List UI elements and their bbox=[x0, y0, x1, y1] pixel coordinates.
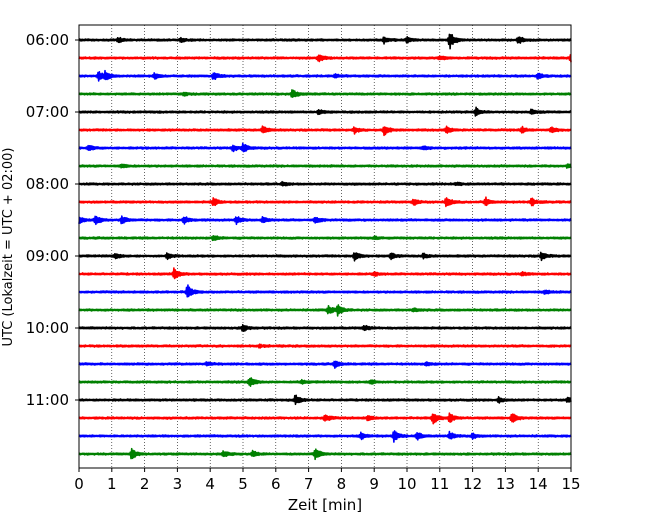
seismogram-trace bbox=[78, 142, 572, 153]
vertical-grid bbox=[111, 25, 539, 468]
y-axis-ticks: 06:00 07:00 08:00 09:00 10:00 11:00 bbox=[26, 31, 79, 409]
x-axis-label: Zeit [min] bbox=[288, 496, 362, 514]
seismogram-trace bbox=[78, 304, 572, 317]
seismogram-trace bbox=[78, 196, 572, 208]
y-tick-label: 06:00 bbox=[26, 31, 69, 49]
seismogram-trace bbox=[78, 377, 572, 387]
x-tick-label: 1 bbox=[107, 475, 117, 493]
seismogram-trace bbox=[78, 343, 572, 349]
y-tick-label: 07:00 bbox=[26, 103, 69, 121]
seismogram-traces bbox=[78, 33, 572, 461]
seismogram-trace bbox=[78, 89, 572, 98]
y-axis-label: UTC (Lokalzeit = UTC + 02:00) bbox=[1, 148, 16, 347]
plot-frame bbox=[78, 24, 572, 469]
y-tick-label: 11:00 bbox=[26, 391, 69, 409]
seismogram-trace bbox=[78, 412, 572, 425]
x-tick-label: 9 bbox=[369, 475, 379, 493]
seismogram-trace bbox=[78, 235, 572, 242]
seismogram-trace bbox=[78, 324, 572, 332]
x-tick-label: 4 bbox=[205, 475, 215, 493]
seismogram-trace bbox=[78, 215, 572, 226]
seismogram-trace bbox=[78, 251, 572, 262]
seismogram-trace bbox=[78, 430, 572, 443]
x-tick-label: 6 bbox=[271, 475, 281, 493]
x-axis-ticks: 0 1 2 3 4 5 6 7 8 9 10 11 12 13 14 15 bbox=[74, 468, 581, 493]
x-tick-label: 15 bbox=[561, 475, 580, 493]
seismogram-trace bbox=[78, 394, 572, 406]
x-tick-label: 3 bbox=[173, 475, 183, 493]
x-tick-label: 10 bbox=[397, 475, 416, 493]
seismogram-trace bbox=[78, 69, 572, 82]
seismogram-trace bbox=[78, 447, 572, 461]
seismogram-trace bbox=[78, 163, 572, 169]
x-tick-label: 7 bbox=[304, 475, 314, 493]
y-tick-label: 10:00 bbox=[26, 319, 69, 337]
seismogram-trace bbox=[78, 284, 572, 298]
x-tick-label: 2 bbox=[140, 475, 150, 493]
x-tick-label: 0 bbox=[74, 475, 84, 493]
seismogram-trace bbox=[78, 54, 572, 63]
x-tick-label: 8 bbox=[337, 475, 347, 493]
seismogram-trace bbox=[78, 106, 572, 117]
seismogram-trace bbox=[78, 267, 572, 280]
y-tick-label: 08:00 bbox=[26, 175, 69, 193]
y-tick-label: 09:00 bbox=[26, 247, 69, 265]
seismogram-trace bbox=[78, 125, 572, 137]
seismogram-trace bbox=[78, 360, 572, 369]
x-tick-label: 14 bbox=[529, 475, 548, 493]
x-tick-label: 12 bbox=[463, 475, 482, 493]
x-tick-label: 11 bbox=[430, 475, 449, 493]
x-tick-label: 5 bbox=[238, 475, 248, 493]
x-tick-label: 13 bbox=[496, 475, 515, 493]
seismogram-trace bbox=[78, 33, 572, 50]
seismogram-trace bbox=[78, 180, 572, 187]
